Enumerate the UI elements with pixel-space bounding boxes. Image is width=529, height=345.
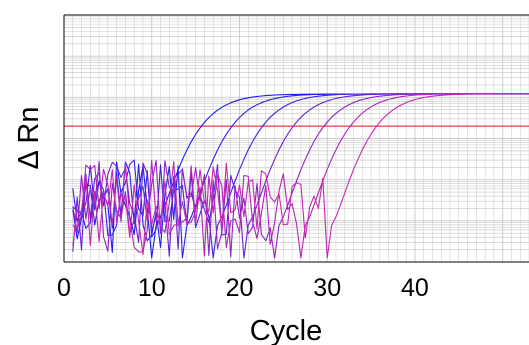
x-tick-label: 20	[226, 274, 254, 302]
y-axis-title: Δ Rn	[13, 107, 45, 170]
x-tick-label: 10	[138, 274, 166, 302]
x-tick-label: 40	[401, 274, 429, 302]
series-layer	[72, 93, 529, 259]
x-tick-labels: 0 10 20 30 40	[57, 274, 429, 302]
x-tick-label: 30	[313, 274, 341, 302]
axes	[63, 14, 529, 263]
series-line-7	[72, 93, 529, 259]
x-tick-label: 0	[57, 274, 71, 302]
x-axis-title: Cycle	[250, 315, 323, 345]
